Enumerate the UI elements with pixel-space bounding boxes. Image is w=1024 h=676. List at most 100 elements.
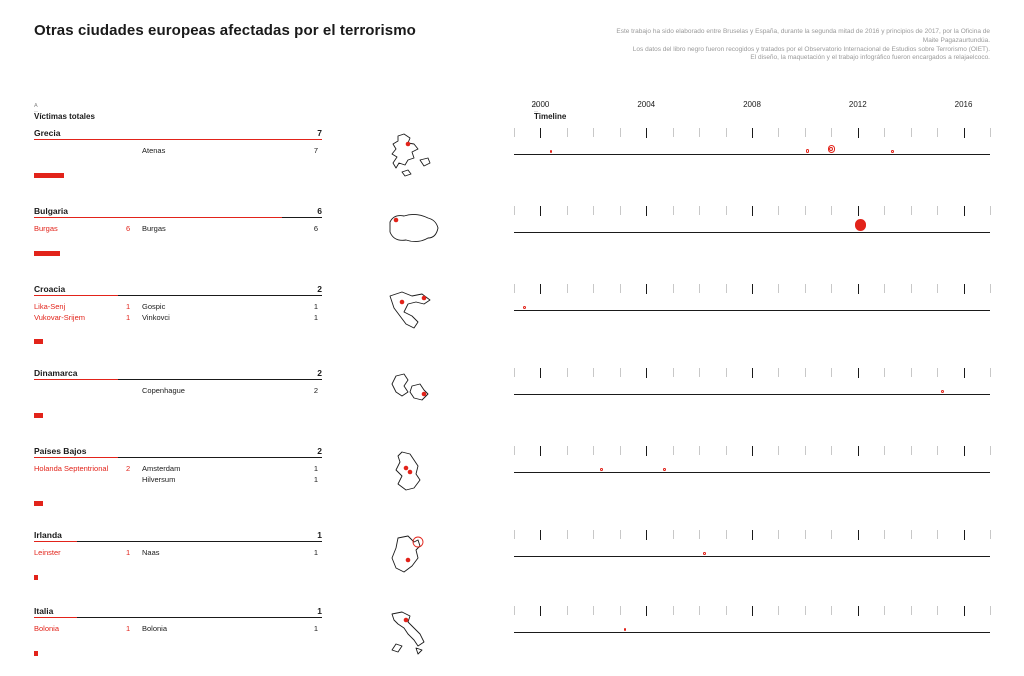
country-redbar [34,217,282,218]
timeline-event [703,552,706,555]
country-name: Dinamarca [34,368,77,378]
city-name: Naas [142,548,232,559]
country-name: Grecia [34,128,60,138]
city-value: 2 [308,386,322,397]
country-row: Italia1Bolonia1Bolonia1 [34,606,990,676]
country-map-icon [383,532,445,582]
mini-bar [34,251,60,256]
city-region-value: 1 [126,302,142,313]
timeline-event [891,150,894,153]
city-line: Holanda Septentrional2Amsterdam 1 [34,464,322,475]
city-line: Burgas6Burgas6 [34,224,322,235]
city-region-value: 2 [126,464,142,475]
credits-block: Este trabajo ha sido elaborado entre Bru… [610,28,990,63]
country-redbar [34,617,77,618]
city-region-value [126,386,142,397]
timeline-row [514,368,990,395]
city-region [34,475,126,486]
country-map-icon [383,608,445,658]
country-map-icon [383,370,445,420]
city-line: Lika-Senj1Gospic1 [34,302,322,313]
city-value: 1 [308,313,322,324]
timeline-event [806,149,810,153]
city-name: Burgas [142,224,232,235]
city-name: Vinkovci [142,313,232,324]
city-region-value: 1 [126,313,142,324]
city-name: Hilversum [142,475,232,486]
city-value: 1 [308,548,322,559]
city-region [34,146,126,157]
country-redbar [34,295,118,296]
city-line: Copenhague2 [34,386,322,397]
timeline-event [550,150,553,153]
timeline-event [663,468,666,471]
country-name: Italia [34,606,53,616]
city-region: Burgas [34,224,126,235]
timeline-event [941,390,944,393]
timeline-row [514,446,990,473]
city-value: 7 [308,146,322,157]
country-total: 2 [317,446,322,456]
mini-bar [34,173,64,178]
country-name: Países Bajos [34,446,86,456]
country-redbar [34,379,118,380]
city-region: Lika-Senj [34,302,126,313]
city-region-value: 1 [126,548,142,559]
timeline-label: Timeline [534,112,990,121]
country-row: Dinamarca2Copenhague2 [34,368,990,446]
city-value: 1 [308,302,322,313]
city-region: Holanda Septentrional [34,464,126,475]
timeline-event [523,306,526,309]
mini-bar [34,575,38,580]
mini-bar [34,413,43,418]
city-value: 6 [308,224,322,235]
city-name: Gospic [142,302,232,313]
city-region-value: 6 [126,224,142,235]
timeline-row [514,530,990,557]
city-region: Vukovar-Srijem [34,313,126,324]
country-row: Grecia 7 Atenas 7 [34,128,990,206]
city-value: 1 [308,475,322,486]
city-region-value [126,475,142,486]
country-row: Croacia2Lika-Senj1Gospic1Vukovar-Srijem1… [34,284,990,368]
city-line: Vukovar-Srijem1Vinkovci1 [34,313,322,324]
country-grid: Grecia 7 Atenas 7 Bulgaria6Burgas6Burgas6Cro… [34,128,990,676]
timeline-event [600,468,603,471]
country-row: Países Bajos2Holanda Septentrional2Amste… [34,446,990,530]
city-line: Leinster1Naas1 [34,548,322,559]
city-region-value: 1 [126,624,142,635]
country-name: Croacia [34,284,65,294]
country-name: Irlanda [34,530,62,540]
country-row: Irlanda1Leinster1Naas1 [34,530,990,606]
country-redbar [34,541,77,542]
city-line: Hilversum 1 [34,475,322,486]
country-total: 2 [317,284,322,294]
country-map-icon [383,130,445,180]
victimas-label: Víctimas totales [34,112,514,121]
timeline-row [514,606,990,633]
country-total: 1 [317,606,322,616]
city-name: Atenas [142,146,232,157]
timeline-event [624,628,627,631]
mini-bar [34,651,38,656]
country-total: 7 [317,128,322,138]
city-region-value [126,146,142,157]
country-total: 1 [317,530,322,540]
timeline-row [514,206,990,233]
city-name: Bolonia [142,624,232,635]
country-row: Bulgaria6Burgas6Burgas6 [34,206,990,284]
mini-bar [34,339,43,344]
country-total: 2 [317,368,322,378]
country-redbar [34,457,118,458]
country-map-icon [383,286,445,336]
timeline-row [514,128,990,155]
country-map-icon [383,448,445,498]
country-map-icon [383,208,445,258]
timeline-event [828,145,836,153]
city-value: 1 [308,624,322,635]
country-redbar [34,139,322,140]
city-name: Amsterdam [142,464,232,475]
timeline-event [855,219,867,231]
city-value: 1 [308,464,322,475]
timeline-row [514,284,990,311]
